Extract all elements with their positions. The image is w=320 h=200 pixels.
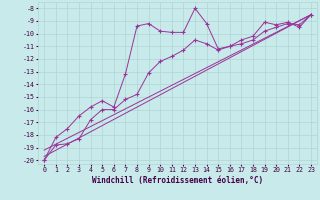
X-axis label: Windchill (Refroidissement éolien,°C): Windchill (Refroidissement éolien,°C)	[92, 176, 263, 185]
